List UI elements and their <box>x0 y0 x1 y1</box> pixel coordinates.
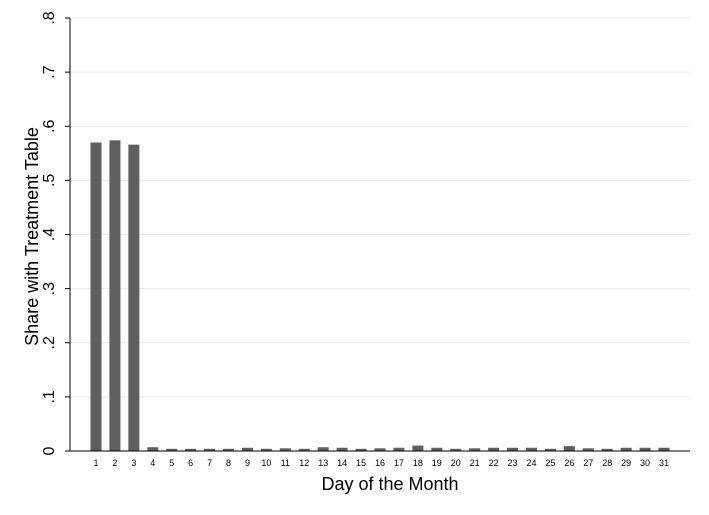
x-tick-label: 1 <box>93 458 98 468</box>
y-axis-title: Share with Treatment Table <box>22 127 42 346</box>
x-tick-label: 9 <box>245 458 250 468</box>
bar <box>279 448 291 451</box>
y-tick-label: .3 <box>41 282 58 295</box>
bar <box>204 448 216 451</box>
bar <box>241 447 253 451</box>
bar <box>450 448 462 451</box>
bar <box>147 447 159 451</box>
y-tick-label: .2 <box>41 336 58 349</box>
x-tick-label: 7 <box>207 458 212 468</box>
x-tick-label: 5 <box>169 458 174 468</box>
x-tick-label: 4 <box>150 458 155 468</box>
x-tick-label: 30 <box>640 458 650 468</box>
x-tick-label: 14 <box>337 458 347 468</box>
x-tick-label: 16 <box>375 458 385 468</box>
y-tick-label: .4 <box>41 228 58 241</box>
x-tick-label: 3 <box>131 458 136 468</box>
x-tick-label: 6 <box>188 458 193 468</box>
x-tick-label: 10 <box>261 458 271 468</box>
x-tick-label: 29 <box>621 458 631 468</box>
x-tick-label: 23 <box>508 458 518 468</box>
bar <box>336 447 348 451</box>
bar <box>525 447 537 451</box>
x-axis-ticks: 1 2 3 4 5 6 7 8 9 10 11 12 13 14 15 16 17 18 19 20 21 22 23 24 2… <box>93 458 669 468</box>
y-tick-label: .1 <box>41 390 58 403</box>
bar <box>355 448 367 451</box>
bar <box>90 142 102 452</box>
bar <box>166 448 178 451</box>
x-tick-label: 20 <box>451 458 461 468</box>
y-tick-label: .5 <box>41 174 58 187</box>
x-tick-label: 27 <box>583 458 593 468</box>
bar <box>374 448 386 451</box>
bar <box>507 447 519 451</box>
x-tick-label: 24 <box>526 458 536 468</box>
x-tick-label: 28 <box>602 458 612 468</box>
x-tick-label: 11 <box>281 458 290 468</box>
x-tick-label: 26 <box>564 458 574 468</box>
bar <box>317 447 329 451</box>
gridlines <box>70 17 690 398</box>
bar <box>601 448 613 451</box>
x-axis-title: Day of the Month <box>321 474 458 494</box>
x-tick-label: 2 <box>112 458 117 468</box>
bar <box>582 448 594 451</box>
x-tick-label: 21 <box>470 458 480 468</box>
y-tick-label: .7 <box>41 65 58 78</box>
bar <box>658 447 670 451</box>
bar <box>639 447 651 451</box>
x-tick-label: 25 <box>545 458 555 468</box>
y-axis-ticks: 0 .1 .2 .3 .4 .5 .6 .7 .8 <box>41 11 70 455</box>
bar <box>298 448 310 451</box>
bar <box>469 448 481 451</box>
y-tick-label: 0 <box>41 446 58 455</box>
bar <box>223 448 235 451</box>
x-tick-label: 18 <box>413 458 423 468</box>
x-tick-label: 31 <box>659 458 669 468</box>
x-tick-label: 15 <box>356 458 366 468</box>
y-tick-label: .6 <box>41 119 58 132</box>
bar <box>128 144 140 451</box>
x-tick-label: 12 <box>299 458 309 468</box>
x-tick-label: 22 <box>489 458 499 468</box>
x-tick-label: 13 <box>318 458 328 468</box>
bars <box>90 140 670 452</box>
bar <box>620 447 632 451</box>
bar <box>544 448 556 451</box>
bar <box>109 140 121 451</box>
bar <box>393 447 405 451</box>
bar <box>412 445 424 451</box>
x-tick-label: 19 <box>432 458 442 468</box>
bar <box>260 448 272 451</box>
x-tick-label: 17 <box>394 458 404 468</box>
bar <box>488 447 500 451</box>
x-tick-label: 8 <box>226 458 231 468</box>
bar <box>431 447 443 451</box>
y-tick-label: .8 <box>41 11 58 24</box>
bar <box>185 448 197 451</box>
bar <box>563 446 575 451</box>
